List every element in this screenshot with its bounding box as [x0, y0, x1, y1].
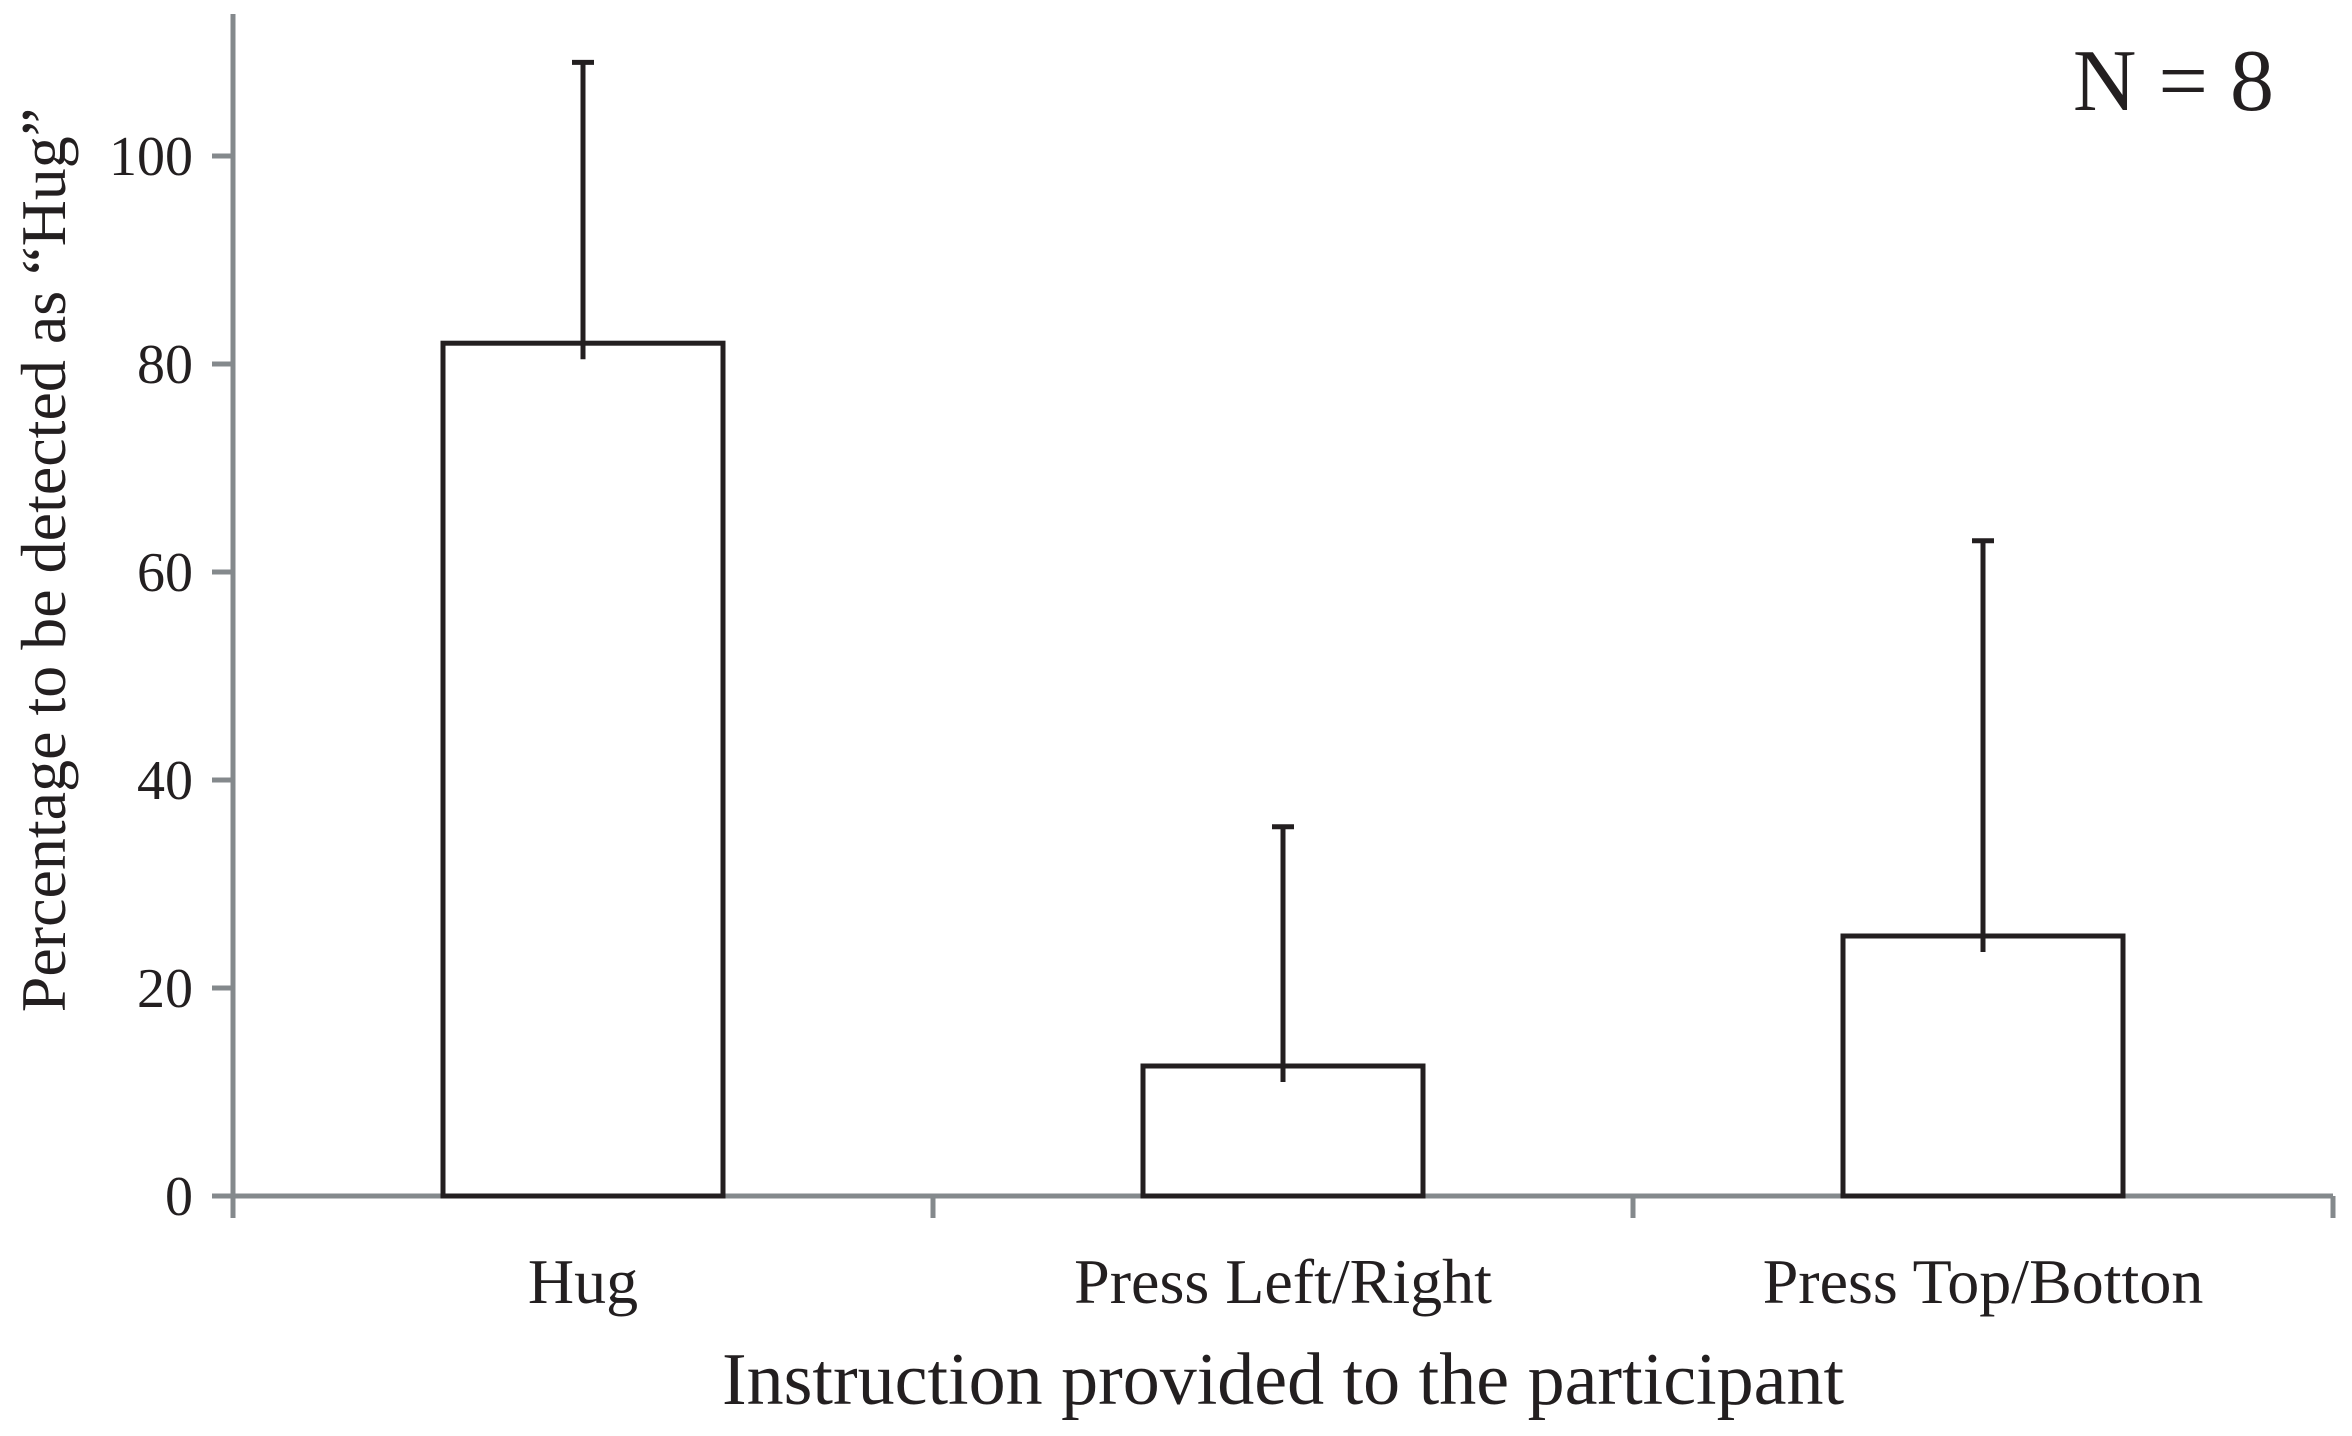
x-category-label: Hug — [528, 1246, 638, 1317]
y-tick-label: 40 — [137, 750, 193, 812]
x-category-label: Press Top/Botton — [1763, 1246, 2204, 1317]
bar — [1840, 933, 2126, 1199]
y-axis-title: Percentage to be detected as “Hug” — [8, 107, 79, 1013]
bar — [1140, 1063, 1426, 1199]
y-tick-label: 20 — [137, 958, 193, 1020]
bar — [440, 340, 726, 1199]
y-tick-label: 80 — [137, 334, 193, 396]
sample-size-annotation: N = 8 — [2072, 33, 2274, 130]
x-category-label: Press Left/Right — [1074, 1246, 1492, 1317]
y-tick-label: 60 — [137, 542, 193, 604]
y-tick-label: 100 — [109, 126, 193, 188]
y-tick-label: 0 — [165, 1166, 193, 1228]
x-axis-title: Instruction provided to the participant — [721, 1339, 1845, 1421]
